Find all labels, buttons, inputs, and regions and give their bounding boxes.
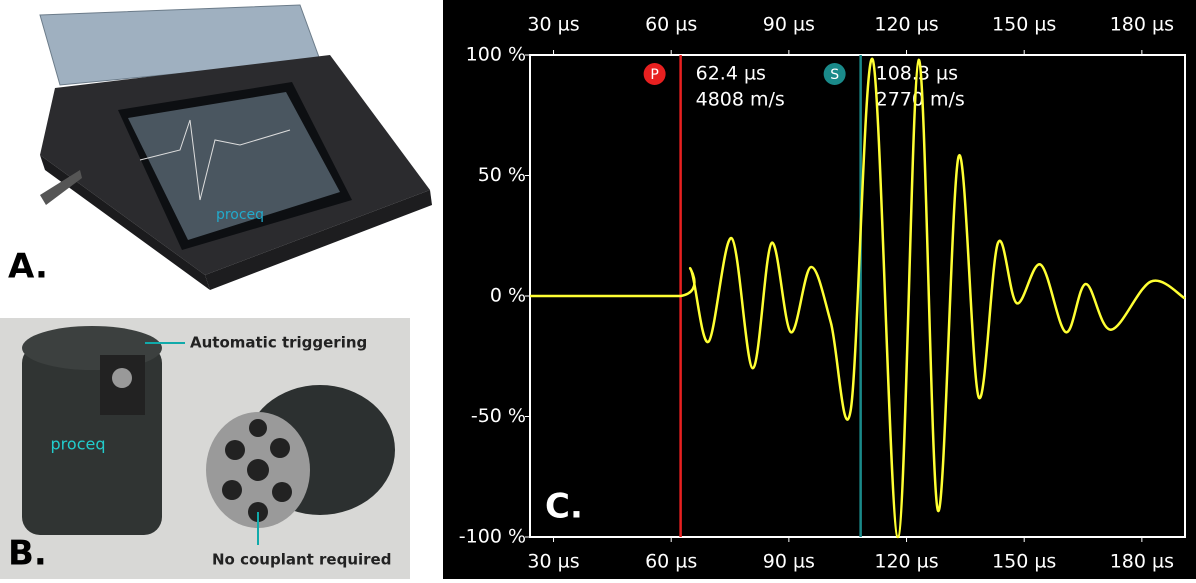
x-tick-label: 120 µs bbox=[874, 14, 938, 36]
x-tick-label: 60 µs bbox=[645, 14, 697, 36]
y-tick-label: -50 % bbox=[471, 405, 526, 427]
y-tick-label: 50 % bbox=[478, 164, 526, 186]
marker-symbol: S bbox=[830, 67, 839, 83]
y-tick-label: 100 % bbox=[466, 44, 526, 66]
y-tick-label: 0 % bbox=[490, 285, 526, 307]
callout-text: No couplant required bbox=[212, 551, 391, 569]
panel-label: C. bbox=[545, 487, 583, 527]
brand-text: proceq bbox=[216, 207, 264, 223]
device-photo: proceq A. bbox=[8, 5, 432, 290]
x-tick-label: 120 µs bbox=[874, 551, 938, 573]
marker-time: 62.4 µs bbox=[696, 63, 766, 85]
x-tick-label: 90 µs bbox=[763, 551, 815, 573]
brand-text: proceq bbox=[51, 435, 106, 454]
figure: proceq A. proceq Automatic triggering No… bbox=[0, 0, 1196, 579]
marker-velocity: 4808 m/s bbox=[696, 89, 785, 111]
x-tick-label: 180 µs bbox=[1110, 14, 1174, 36]
x-tick-label: 30 µs bbox=[527, 551, 579, 573]
panel-label: B. bbox=[8, 534, 47, 574]
callout-text: Automatic triggering bbox=[190, 334, 367, 352]
x-tick-label: 150 µs bbox=[992, 14, 1056, 36]
x-tick-label: 30 µs bbox=[527, 14, 579, 36]
panel-label: A. bbox=[8, 247, 48, 287]
marker-velocity: 2770 m/s bbox=[876, 89, 965, 111]
x-tick-label: 180 µs bbox=[1110, 551, 1174, 573]
transducer-photo: proceq Automatic triggering No couplant … bbox=[0, 318, 410, 579]
y-tick-label: -100 % bbox=[459, 526, 526, 548]
x-tick-label: 60 µs bbox=[645, 551, 697, 573]
x-tick-label: 150 µs bbox=[992, 551, 1056, 573]
x-tick-label: 90 µs bbox=[763, 14, 815, 36]
marker-symbol: P bbox=[650, 67, 658, 83]
